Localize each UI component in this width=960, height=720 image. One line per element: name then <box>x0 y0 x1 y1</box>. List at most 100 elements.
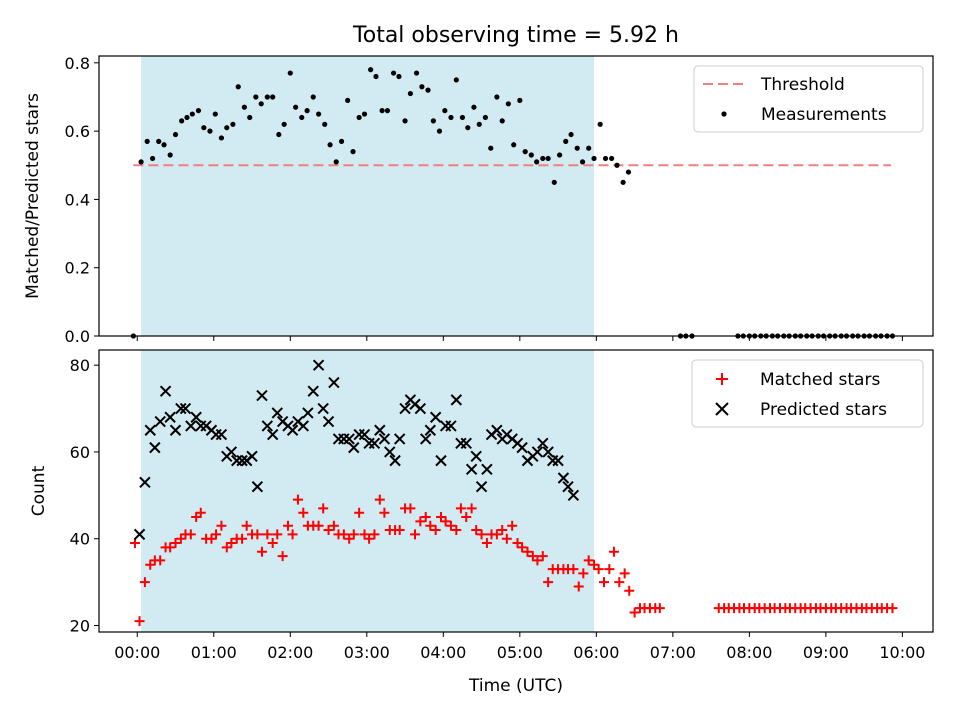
predicted-star-point <box>465 463 478 476</box>
predicted-star-point <box>420 433 432 445</box>
predicted-star-point <box>144 424 156 436</box>
top-y-ticks: 0.0 0.2 0.4 0.6 0.8 <box>65 54 99 346</box>
matched-star-point <box>522 546 533 557</box>
predicted-star-point <box>297 420 309 432</box>
y-tick-label: 0.8 <box>65 54 90 73</box>
x-tick-label: 09:00 <box>803 643 849 662</box>
measurement-point <box>167 152 173 158</box>
measurement-point <box>430 118 436 124</box>
measurement-point <box>338 138 345 144</box>
matched-star-point <box>211 529 222 540</box>
x-tick-label: 03:00 <box>344 643 390 662</box>
measurement-point <box>609 155 615 162</box>
measurement-point <box>356 114 362 121</box>
measurement-point <box>350 149 356 155</box>
matched-star-point <box>134 616 145 627</box>
measurement-point <box>379 108 385 114</box>
top-observing-span <box>141 56 595 336</box>
measurement-point <box>494 94 500 100</box>
predicted-star-point <box>429 411 442 423</box>
predicted-star-point <box>302 407 314 419</box>
measurement-point <box>425 87 431 93</box>
matched-star-point <box>598 577 609 588</box>
predicted-star-point <box>343 433 355 445</box>
predicted-star-point <box>450 394 463 406</box>
matched-star-point <box>139 577 150 588</box>
x-tick-label: 01:00 <box>191 643 237 662</box>
matched-star-point <box>608 546 619 557</box>
predicted-star-point <box>557 472 570 484</box>
matched-star-point <box>445 520 456 531</box>
predicted-star-point <box>236 454 248 467</box>
measurement-point <box>407 90 414 97</box>
legend-box <box>691 359 924 428</box>
measurement-point <box>522 149 528 155</box>
top-legend: Threshold Measurements <box>693 65 924 133</box>
predicted-star-point <box>225 446 238 458</box>
predicted-star-point <box>246 450 258 462</box>
matched-star-point <box>455 503 466 514</box>
predicted-star-point <box>154 415 166 428</box>
measurement-point <box>579 159 586 165</box>
bottom-y-ticks: 20 40 60 80 <box>70 356 99 635</box>
predicted-star-point <box>266 428 279 441</box>
y-tick-label: 0.6 <box>65 122 90 141</box>
measurement-point <box>511 142 517 148</box>
predicted-star-point <box>368 437 381 449</box>
measurement-point <box>270 94 276 100</box>
measurement-point <box>189 111 195 117</box>
x-tick-label: 10:00 <box>879 643 925 662</box>
predicted-star-point <box>552 454 564 467</box>
measurement-point <box>144 138 150 144</box>
matched-star-point <box>272 529 283 540</box>
legend-threshold-label: Threshold <box>760 75 845 95</box>
matched-star-point <box>415 516 426 527</box>
matched-star-point <box>476 529 487 540</box>
matched-star-point <box>578 568 589 579</box>
predicted-star-point <box>374 424 386 436</box>
measurement-point <box>195 108 202 114</box>
matched-star-point <box>262 529 273 540</box>
matched-star-point <box>256 546 267 557</box>
legend-measurement-swatch <box>721 111 727 117</box>
matched-star-point <box>436 512 447 523</box>
measurement-point <box>161 142 167 148</box>
predicted-star-point <box>531 446 544 458</box>
legend-predicted-label: Predicted stars <box>760 400 887 420</box>
predicted-star-point <box>149 441 161 454</box>
matched-star-point <box>394 525 405 536</box>
measurement-point <box>333 159 339 165</box>
matched-star-point <box>298 507 309 518</box>
measurement-point <box>517 97 523 103</box>
predicted-star-point <box>475 480 488 493</box>
measurement-point <box>419 84 425 90</box>
matched-star-point <box>497 525 508 536</box>
predicted-star-point <box>133 528 146 541</box>
legend-measurement-label: Measurements <box>761 105 887 125</box>
predicted-star-point <box>393 433 406 445</box>
matched-star-point <box>532 555 543 566</box>
measurement-point <box>574 145 580 151</box>
predicted-star-point <box>185 420 197 432</box>
measurement-point <box>179 118 185 124</box>
measurement-point <box>614 162 620 168</box>
y-tick-label: 40 <box>70 530 90 549</box>
measurement-point <box>557 152 563 158</box>
measurement-point <box>315 111 322 117</box>
measurement-point <box>247 114 253 121</box>
predicted-star-point <box>491 424 503 436</box>
matched-star-point <box>221 542 232 553</box>
matched-star-point <box>185 529 196 540</box>
predicted-star-point <box>424 424 437 436</box>
predicted-star-point <box>215 428 228 441</box>
predicted-star-point <box>190 411 202 423</box>
matched-star-point <box>471 525 482 536</box>
measurement-point <box>310 94 316 100</box>
predicted-star-point <box>460 437 472 449</box>
bottom-plot-frame <box>98 349 934 633</box>
matched-star-point <box>195 507 206 518</box>
predicted-star-point <box>481 463 493 476</box>
matched-star-point <box>155 555 166 566</box>
matched-star-point <box>583 555 594 566</box>
